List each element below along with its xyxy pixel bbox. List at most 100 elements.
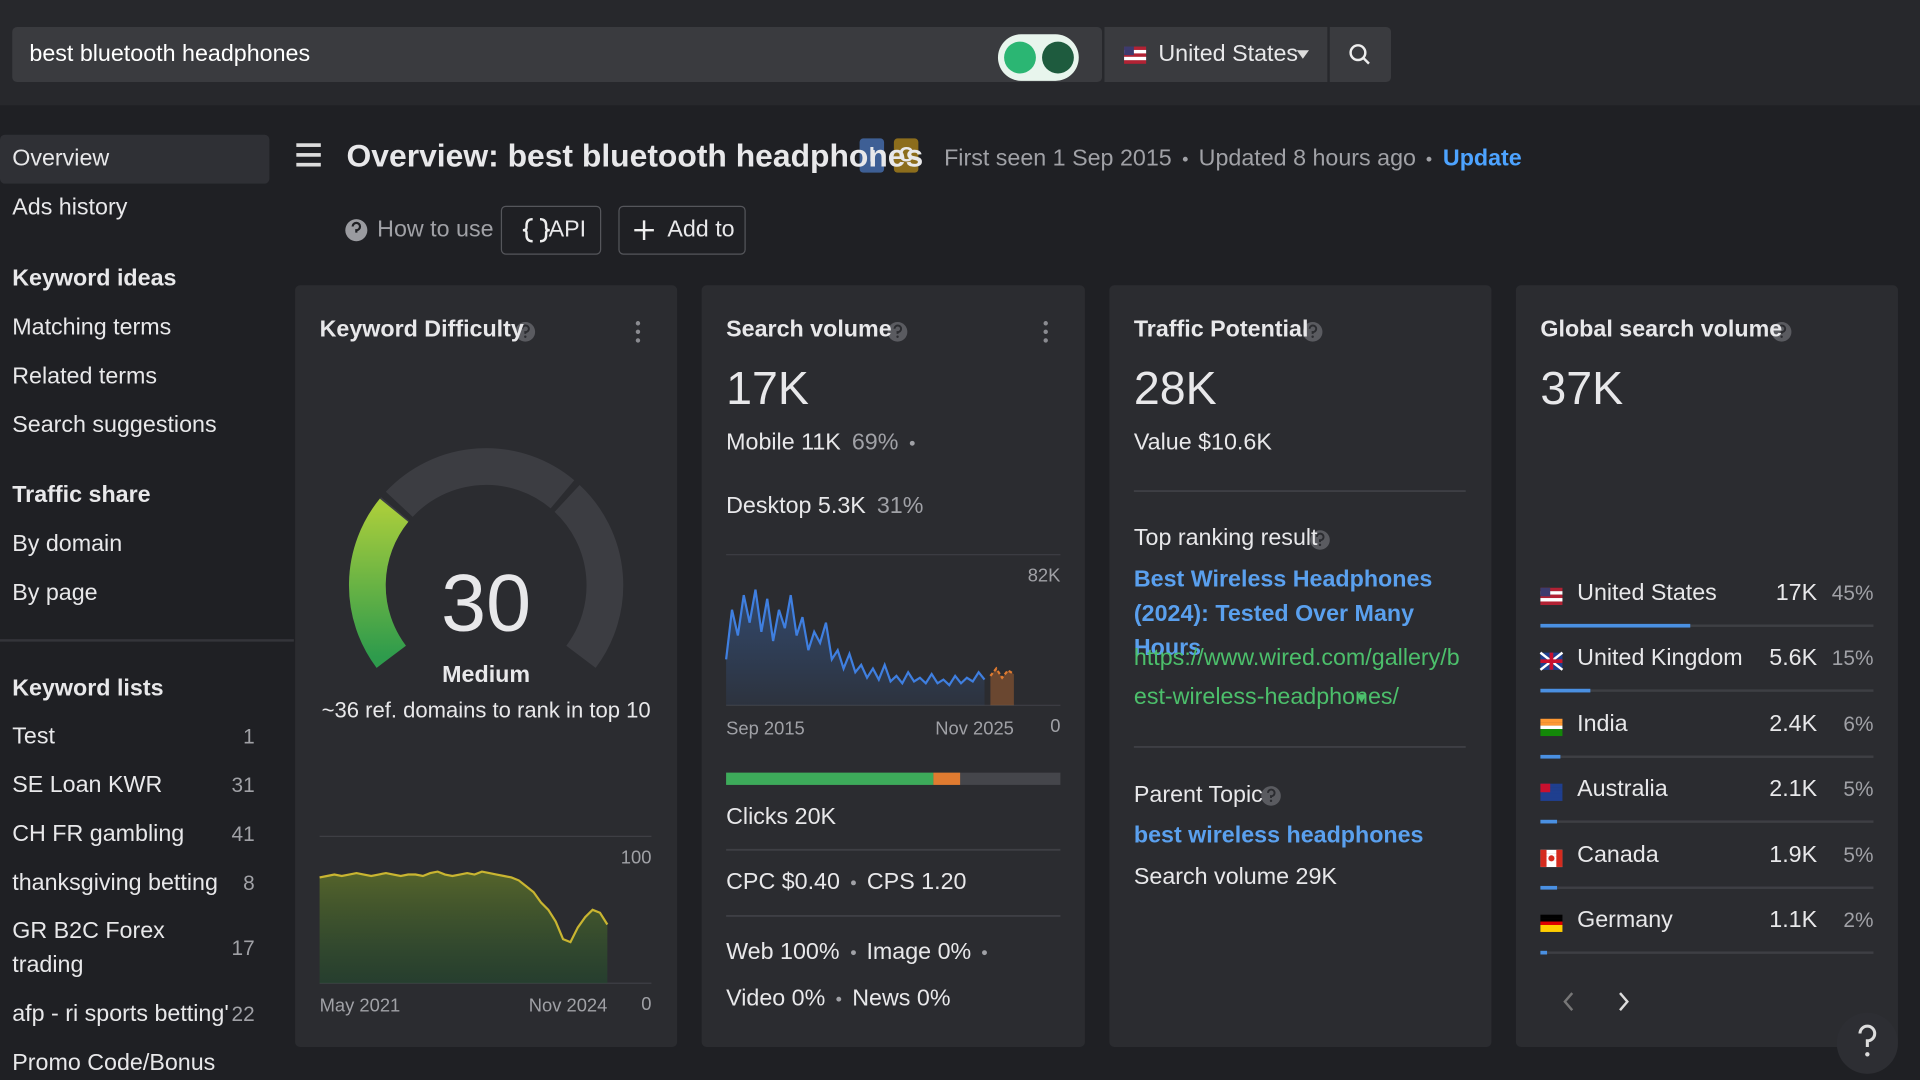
separator-dot: [836, 996, 842, 1002]
help-icon: [351, 221, 362, 233]
nav-item[interactable]: By domain: [12, 531, 123, 558]
flag: [1540, 853, 1563, 857]
flag: [1540, 790, 1563, 795]
nav-item[interactable]: Matching terms: [12, 314, 172, 341]
country-name: Australia: [1577, 776, 1668, 803]
next-arrow[interactable]: [1619, 992, 1629, 1012]
help-icon: [1777, 324, 1787, 334]
flag: [1540, 598, 1563, 602]
search-query[interactable]: best bluetooth headphones: [29, 41, 311, 68]
traffic-value: Value $10.6K: [1133, 429, 1272, 456]
share-bar: [1540, 950, 1548, 955]
list-item[interactable]: Promo Code/Bonus: [12, 1050, 216, 1077]
flag: [1548, 855, 1555, 862]
label: Parent Topic: [1133, 782, 1263, 809]
kd-score: 30: [441, 557, 532, 648]
list-item[interactable]: GR B2C Forex trading: [12, 918, 165, 979]
list-count: 31: [231, 773, 255, 798]
share-track: [1540, 624, 1874, 627]
country-volume: 2.1K: [1769, 776, 1818, 803]
button-label[interactable]: API: [548, 216, 587, 243]
list-item[interactable]: afp - ri sports betting': [12, 1001, 229, 1028]
flag: [1124, 60, 1147, 64]
label: 69%: [851, 429, 899, 456]
help-icon: [1308, 324, 1318, 334]
nav-section: Traffic share: [12, 482, 151, 509]
parent-volume: Search volume 29K: [1133, 864, 1337, 891]
kd-level: Medium: [442, 662, 531, 689]
flag: [1124, 49, 1147, 54]
share-bar: [1540, 688, 1591, 693]
flag: [1124, 46, 1147, 51]
forecast-area: [990, 668, 1014, 706]
more-menu: [1043, 321, 1048, 326]
country-share: 6%: [1843, 712, 1874, 736]
card-title: Traffic Potential: [1133, 317, 1309, 343]
card: [1109, 285, 1492, 1047]
nav-item[interactable]: Search suggestions: [12, 412, 217, 439]
result-link[interactable]: Best Wireless Headphones (2024): Tested …: [1133, 566, 1433, 662]
result-url[interactable]: https://www.wired.com/gallery/best-wirel…: [1133, 645, 1460, 711]
country[interactable]: United States: [1158, 41, 1299, 68]
share-track: [1540, 820, 1874, 823]
flag: [1540, 863, 1563, 868]
kd-note: ~36 ref. domains to rank in top 10: [321, 697, 651, 723]
help-icon: [1780, 335, 1783, 338]
url-caret[interactable]: [1356, 694, 1367, 703]
y-tick-label: 0: [1050, 716, 1061, 738]
add-to-button[interactable]: [618, 205, 746, 255]
help-icon: [521, 324, 530, 334]
country-volume: 1.9K: [1769, 842, 1818, 869]
nav-highlight: [0, 134, 270, 184]
api-button[interactable]: [500, 205, 602, 255]
nav-item[interactable]: By page: [12, 580, 98, 607]
nav-item[interactable]: Ads history: [12, 194, 128, 221]
gauge-track: [385, 448, 575, 518]
gauge-track: [554, 485, 624, 668]
flag: [1540, 860, 1563, 864]
flag: [1540, 928, 1563, 932]
prev-arrow[interactable]: [1563, 992, 1574, 1012]
country-share: 45%: [1831, 581, 1874, 605]
search-icon: [1361, 56, 1370, 65]
how-to-use[interactable]: How to use: [377, 216, 494, 243]
parent-topic-link[interactable]: best wireless headphones: [1133, 822, 1424, 849]
text-row: Video 0% News 0%: [726, 984, 950, 1013]
badge-text: I: [868, 143, 875, 167]
nav-item[interactable]: Related terms: [12, 363, 158, 390]
x-tick-label: Nov 2025: [935, 718, 1014, 740]
flag: [1540, 787, 1563, 791]
list-item[interactable]: thanksgiving betting: [12, 870, 218, 897]
update-link[interactable]: Update: [1442, 145, 1522, 172]
label: Mobile 11K: [726, 429, 841, 456]
label: 31%: [876, 493, 924, 520]
search-input[interactable]: [12, 26, 1103, 83]
label: First seen 1 Sep 2015: [944, 145, 1172, 172]
x-tick-label: May 2021: [319, 995, 401, 1017]
country-name: Canada: [1577, 842, 1659, 869]
flag: [1124, 53, 1147, 57]
y-tick-label: 0: [641, 994, 652, 1016]
country-share: 5%: [1843, 777, 1874, 801]
menu-icon[interactable]: [296, 143, 321, 167]
flag: [1540, 722, 1563, 726]
dropdown-caret: [1296, 50, 1309, 59]
nav-item[interactable]: Overview: [12, 145, 110, 172]
button-label[interactable]: Add to: [667, 216, 735, 243]
list-item[interactable]: Test: [12, 723, 55, 750]
flag: [1124, 46, 1134, 56]
list-item[interactable]: CH FR gambling: [12, 821, 185, 848]
share-bar: [1540, 885, 1558, 890]
share-track: [1540, 755, 1874, 758]
metric-value: 28K: [1133, 363, 1217, 416]
label: News 0%: [852, 985, 951, 1012]
y-tick-label: 82K: [1027, 565, 1061, 587]
country-volume: 2.4K: [1769, 711, 1818, 738]
list-count: 1: [243, 724, 255, 749]
help-icon: [893, 324, 903, 334]
country-name: Germany: [1577, 907, 1673, 934]
list-count: 22: [231, 1002, 255, 1027]
share-track: [1540, 951, 1874, 954]
list-item[interactable]: SE Loan KWR: [12, 772, 163, 799]
search-button[interactable]: [1329, 26, 1392, 83]
